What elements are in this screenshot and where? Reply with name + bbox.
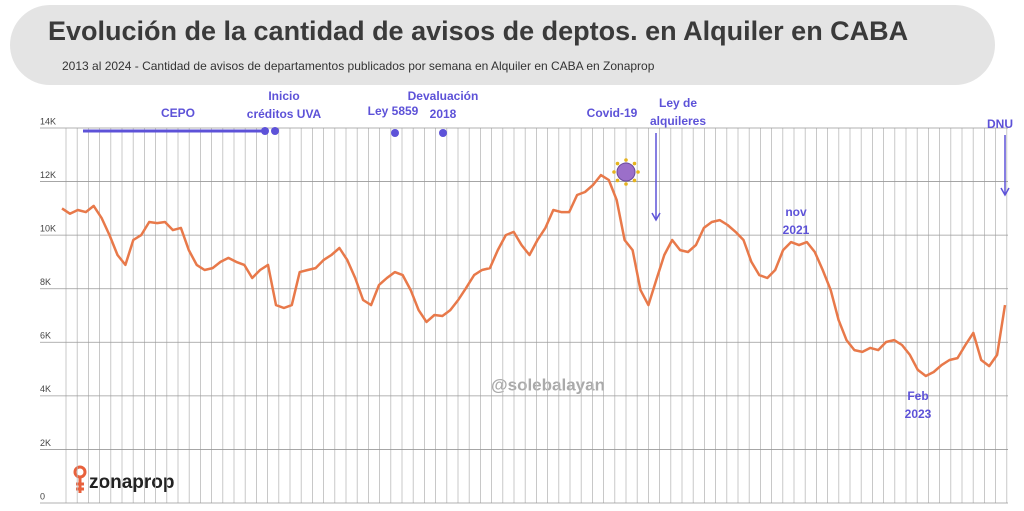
virus-spike bbox=[615, 161, 620, 166]
annotation-text: 2021 bbox=[783, 223, 810, 237]
annotation-text: DNU bbox=[987, 117, 1013, 131]
virus-spike bbox=[624, 158, 628, 162]
y-tick-label: 0 bbox=[40, 491, 45, 501]
y-tick-label: 8K bbox=[40, 277, 51, 287]
y-tick-label: 10K bbox=[40, 224, 56, 234]
logo-icon bbox=[73, 465, 87, 493]
annotation-text: nov bbox=[785, 205, 807, 219]
virus-spike bbox=[632, 178, 637, 183]
event-dot bbox=[391, 129, 399, 137]
annotation-text: créditos UVA bbox=[247, 107, 322, 121]
chart-subtitle: 2013 al 2024 - Cantidad de avisos de dep… bbox=[62, 59, 655, 73]
y-tick-label: 14K bbox=[40, 116, 56, 126]
plot-area: 0 2K 4K 6K 8K 10K 12K 14K CEPO Inicio créditos UVA… bbox=[40, 89, 1013, 504]
annotation-text: CEPO bbox=[161, 106, 195, 120]
annotation-text: Inicio bbox=[268, 89, 299, 103]
virus-icon bbox=[612, 158, 640, 186]
logo-text: zonaprop bbox=[89, 472, 175, 493]
y-tick-label: 12K bbox=[40, 170, 56, 180]
data-line bbox=[61, 173, 1007, 378]
virus-spike bbox=[612, 170, 616, 174]
annotation-text: Devaluación bbox=[408, 89, 479, 103]
arrow-head bbox=[651, 212, 661, 222]
y-tick-label: 6K bbox=[40, 331, 51, 341]
annotation-text: 2023 bbox=[905, 407, 932, 421]
virus-spike bbox=[624, 182, 628, 186]
annotation-text: Ley de bbox=[659, 96, 697, 110]
virus-spike bbox=[615, 178, 620, 183]
virus-spike bbox=[632, 161, 637, 166]
annotation-text: Ley 5859 bbox=[368, 104, 419, 118]
title-banner bbox=[10, 5, 995, 85]
annotation-text: Feb bbox=[907, 389, 928, 403]
event-dot bbox=[261, 127, 269, 135]
y-tick-label: 2K bbox=[40, 438, 51, 448]
y-tick-label: 4K bbox=[40, 384, 51, 394]
annotation-text: alquileres bbox=[650, 114, 706, 128]
event-dot bbox=[271, 127, 279, 135]
arrow-head bbox=[1000, 187, 1010, 197]
chart-title: Evolución de la cantidad de avisos de de… bbox=[48, 16, 908, 46]
annotation-text: 2018 bbox=[430, 107, 457, 121]
annotation-text: Covid-19 bbox=[587, 106, 638, 120]
watermark: @solebalayan bbox=[491, 375, 605, 394]
virus-body bbox=[616, 162, 636, 182]
virus-spike bbox=[636, 170, 640, 174]
event-dot bbox=[439, 129, 447, 137]
